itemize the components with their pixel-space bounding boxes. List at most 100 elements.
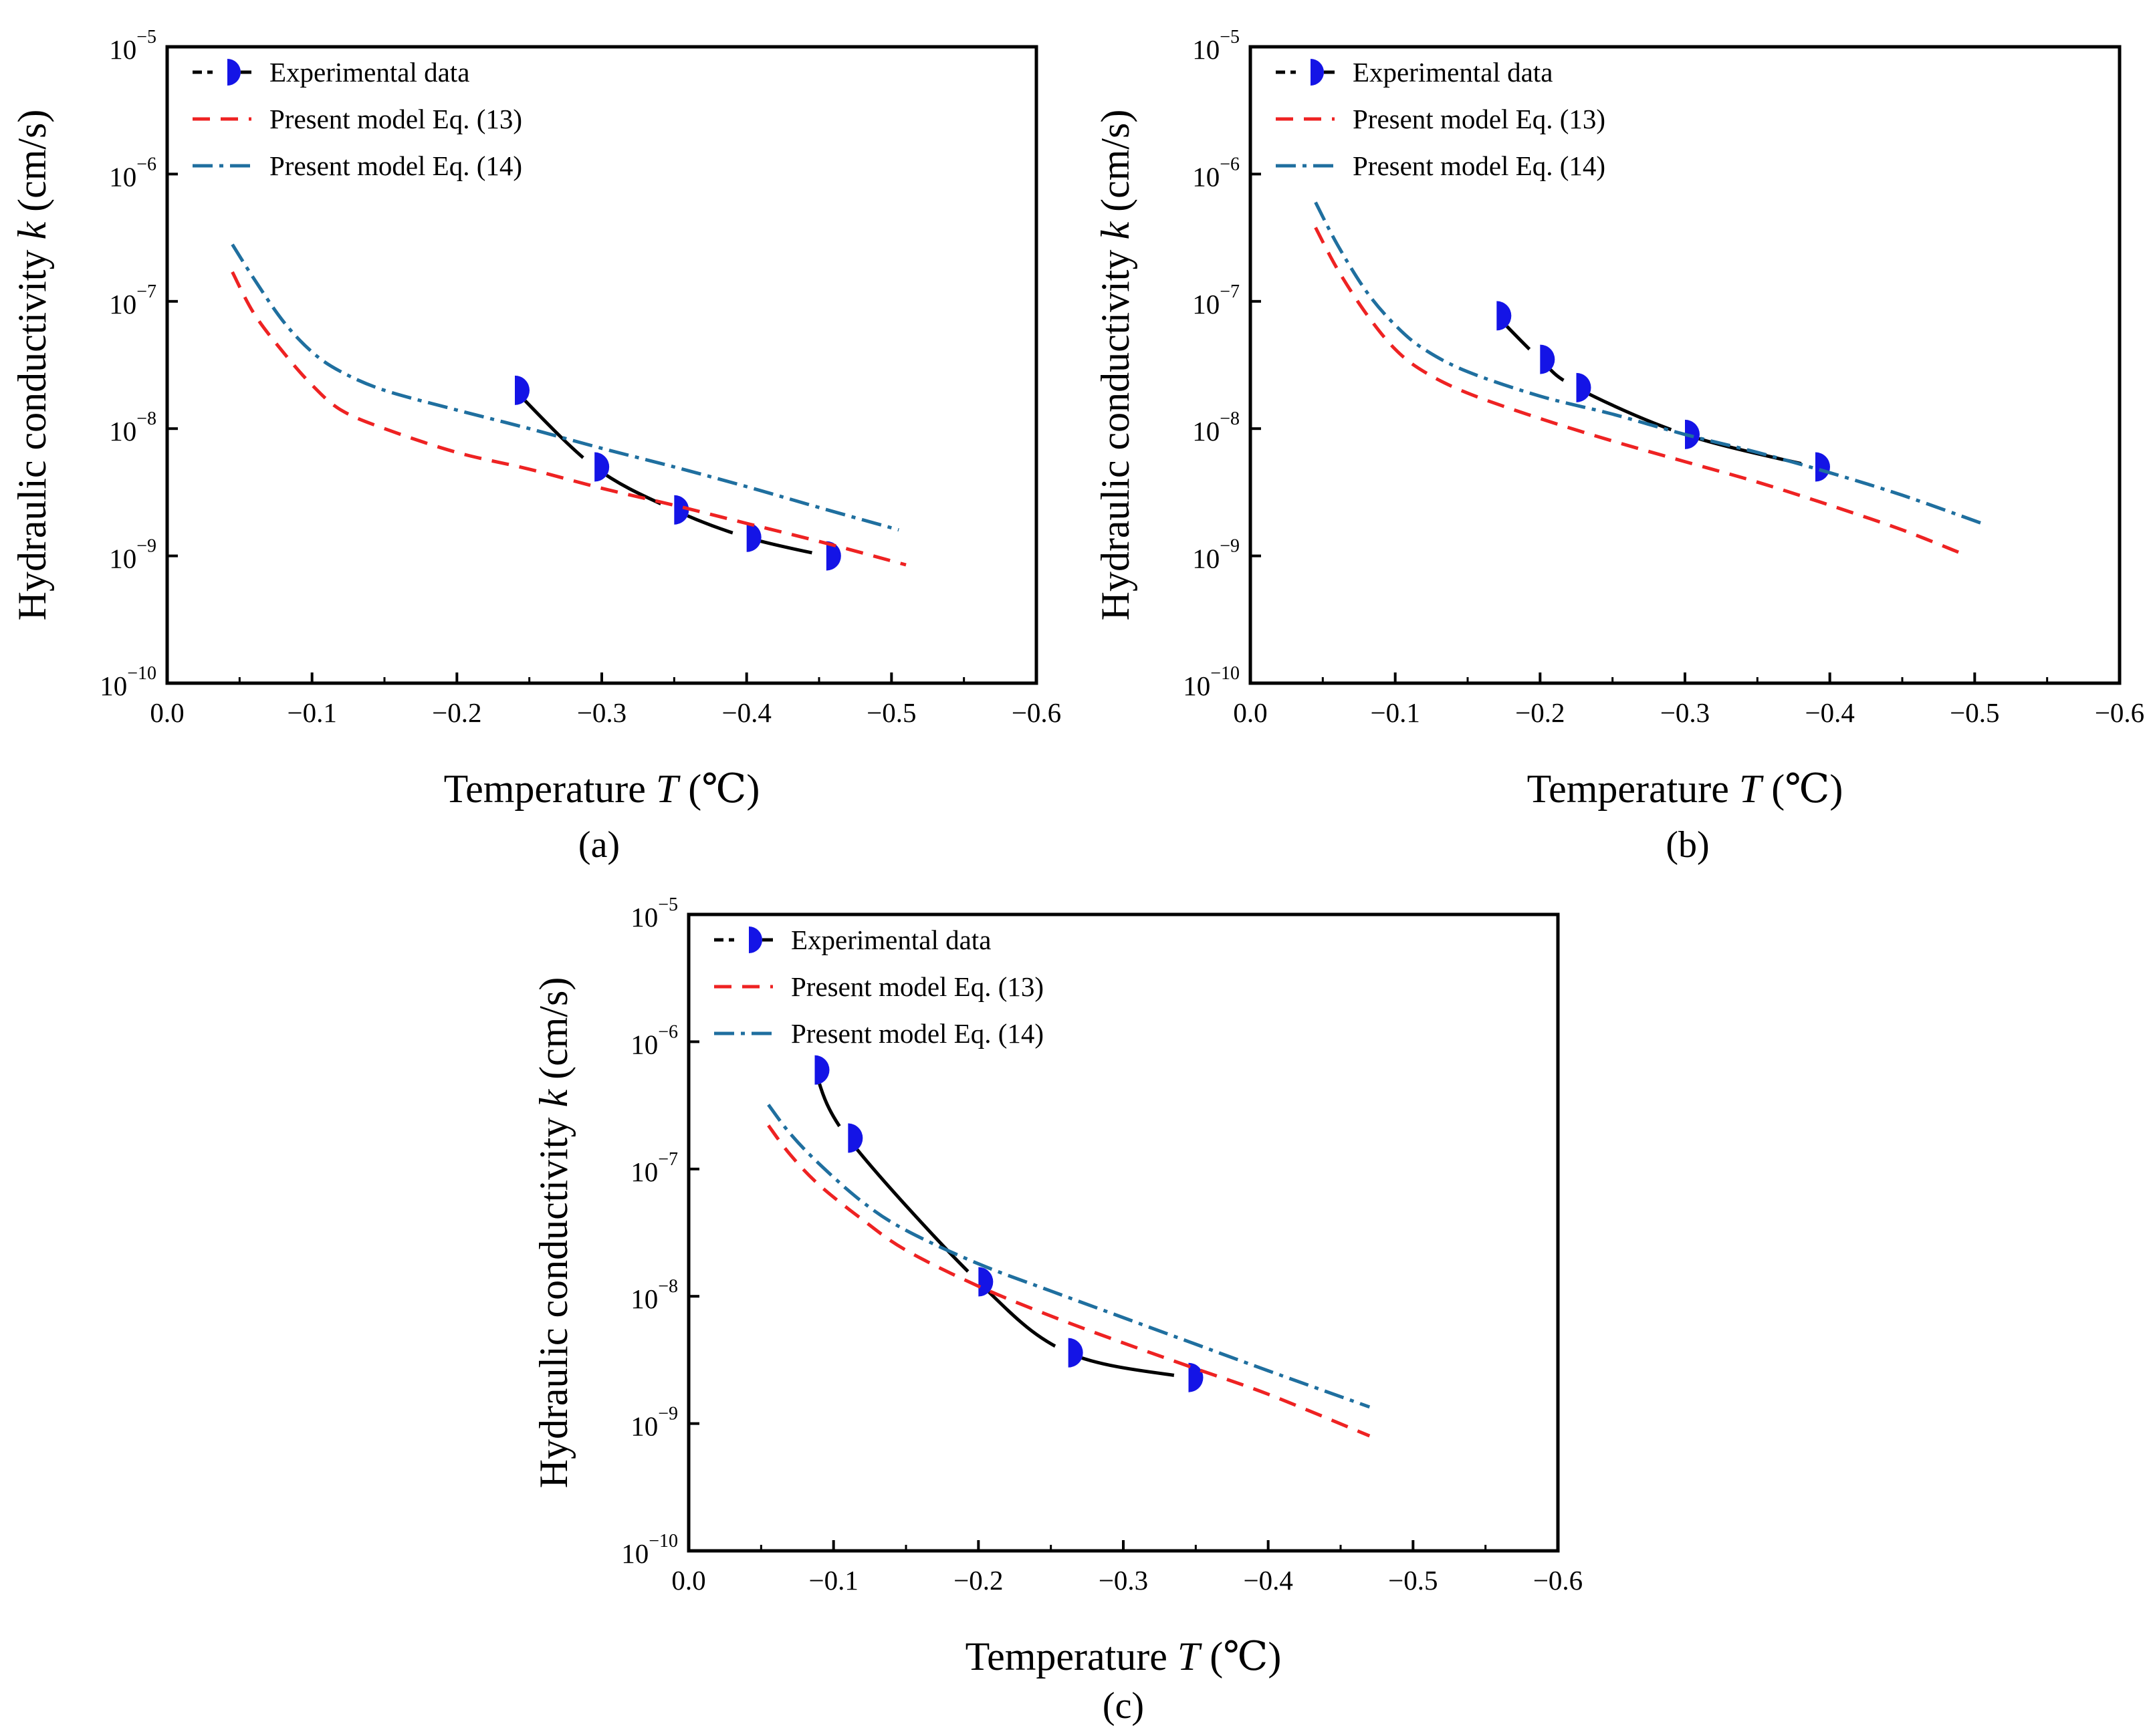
data-point-c-1-filled-half [848,1123,863,1153]
y-axis-title-c: Hydraulic conductivity k (cm/s) [532,977,576,1489]
data-point-a-2-filled-half [674,495,689,525]
x-tick-label-c-3: −0.3 [1099,1565,1148,1596]
data-point-b-2 [1561,372,1591,402]
series-line-c-0 [813,1069,1189,1380]
data-point-a-2 [659,495,689,525]
y-tick-label-b-0: 10−10 [1183,663,1240,701]
legend-label-b-2: Present model Eq. (14) [1353,150,1605,181]
y-tick-label-a-2: 10−8 [109,408,156,447]
legend-label-b-0: Experimental data [1353,57,1553,88]
legend-label-c-1: Present model Eq. (13) [791,971,1044,1002]
y-tick-label-c-0: 10−10 [621,1531,678,1569]
legend-marker-b-0-filled-half [1311,59,1324,86]
x-axis-title-a: Temperature T (℃) [444,767,760,811]
x-tick-label-a-4: −0.4 [721,697,771,728]
data-point-c-0 [800,1055,830,1085]
y-axis-title-a: Hydraulic conductivity k (cm/s) [10,110,54,621]
legend-marker-b-0 [1297,59,1324,86]
legend-label-a-2: Present model Eq. (14) [269,150,522,181]
series-line-c-2 [767,1104,1371,1409]
data-point-b-4 [1801,452,1830,482]
legend-label-a-1: Present model Eq. (13) [269,104,522,134]
data-point-c-1 [833,1123,863,1153]
x-tick-label-a-0: 0.0 [150,697,184,728]
data-point-b-3-filled-half [1685,419,1700,449]
data-point-c-2 [964,1267,994,1297]
x-tick-label-c-1: −0.1 [808,1565,858,1596]
data-point-c-3 [1053,1338,1083,1368]
legend-marker-c-0-filled-half [749,926,762,953]
series-line-a-2 [231,243,899,532]
data-point-b-4-filled-half [1815,452,1830,482]
data-point-c-0-filled-half [814,1055,830,1085]
series-line-b-2 [1314,201,1983,525]
x-tick-label-b-5: −0.5 [1950,697,1999,728]
x-tick-label-c-4: −0.4 [1243,1565,1292,1596]
x-axis-title-b: Temperature T (℃) [1527,767,1843,811]
panel-label-c: (c) [1103,1685,1144,1727]
data-point-b-2-filled-half [1576,372,1591,402]
y-tick-label-b-4: 10−6 [1192,154,1240,192]
panel-label-b: (b) [1666,824,1709,866]
y-axis-title-b: Hydraulic conductivity k (cm/s) [1093,110,1137,621]
y-tick-label-c-3: 10−7 [631,1149,678,1187]
plot-area-c: 0.0 −0.1 −0.2 −0.3 −0.4 −0.5 −0.6 10−10 10−9 10−8… [621,894,1583,1596]
y-tick-label-c-1: 10−9 [631,1404,678,1442]
legend-marker-a-0 [214,59,241,86]
legend-marker-c-0 [735,926,762,953]
data-point-c-4-filled-half [1188,1362,1204,1392]
panel-label-a: (a) [578,824,620,866]
x-tick-label-b-6: −0.6 [2095,697,2144,728]
x-tick-label-a-6: −0.6 [1012,697,1061,728]
x-tick-label-b-1: −0.1 [1370,697,1420,728]
x-tick-label-a-1: −0.1 [287,697,336,728]
x-tick-label-b-3: −0.3 [1660,697,1710,728]
x-tick-label-b-2: −0.2 [1515,697,1565,728]
data-point-b-1 [1525,344,1555,374]
frame-a [165,45,1038,685]
x-axis-title-c: Temperature T (℃) [966,1634,1282,1679]
data-point-a-0-filled-half [515,375,530,405]
data-point-a-0 [500,375,530,405]
x-tick-label-c-0: 0.0 [671,1565,705,1596]
series-line-b-1 [1314,227,1968,557]
data-point-c-3-filled-half [1068,1338,1083,1368]
series-line-b-0 [1495,314,1816,469]
legend-label-c-0: Experimental data [791,924,991,955]
y-tick-label-b-1: 10−9 [1192,536,1240,574]
y-tick-label-c-2: 10−8 [631,1276,678,1314]
x-tick-label-c-5: −0.5 [1388,1565,1438,1596]
plot-area-b: 0.0 −0.1 −0.2 −0.3 −0.4 −0.5 −0.6 10−10 10−9 10−8… [1183,27,2144,728]
panel-a: 0.0 −0.1 −0.2 −0.3 −0.4 −0.5 −0.6 10−10 10−9 10−8… [10,27,1061,866]
panel-c: 0.0 −0.1 −0.2 −0.3 −0.4 −0.5 −0.6 10−10 10−9 10−8… [532,894,1583,1727]
y-tick-label-c-5: 10−5 [631,894,678,933]
x-tick-label-a-5: −0.5 [867,697,916,728]
x-tick-label-c-2: −0.2 [953,1565,1003,1596]
legend-label-b-1: Present model Eq. (13) [1353,104,1605,134]
x-tick-label-c-6: −0.6 [1533,1565,1583,1596]
data-point-a-1 [580,452,610,482]
y-tick-label-a-1: 10−9 [109,536,156,574]
y-tick-label-a-5: 10−5 [109,27,156,65]
data-point-a-3 [731,522,762,552]
x-tick-label-b-4: −0.4 [1805,697,1854,728]
data-point-c-4 [1173,1362,1204,1392]
y-tick-label-b-5: 10−5 [1192,27,1240,65]
x-tick-label-b-0: 0.0 [1233,697,1267,728]
legend-label-c-2: Present model Eq. (14) [791,1018,1044,1049]
frame-c [687,912,1560,1553]
frame-b [1248,45,2122,685]
x-tick-label-a-2: −0.2 [432,697,481,728]
data-point-b-1-filled-half [1540,344,1555,374]
x-tick-label-a-3: −0.3 [577,697,627,728]
y-tick-label-c-4: 10−6 [631,1021,678,1060]
y-tick-label-a-0: 10−10 [100,663,156,701]
y-tick-label-b-3: 10−7 [1192,281,1240,320]
y-tick-label-b-2: 10−8 [1192,408,1240,447]
data-point-a-4 [811,541,841,571]
y-tick-label-a-3: 10−7 [109,281,156,320]
plot-area-a: 0.0 −0.1 −0.2 −0.3 −0.4 −0.5 −0.6 10−10 10−9 10−8… [100,27,1061,728]
legend-marker-a-0-filled-half [227,59,241,86]
y-tick-label-a-4: 10−6 [109,154,156,192]
series-line-c-1 [767,1124,1371,1438]
